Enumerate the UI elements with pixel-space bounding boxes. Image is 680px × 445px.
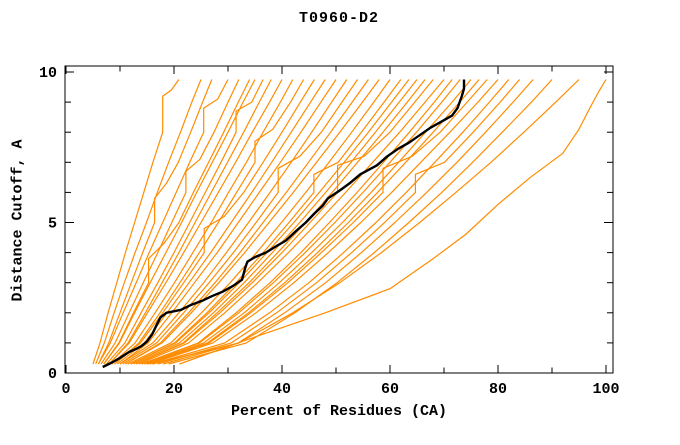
model-line (92, 79, 180, 365)
model-line (141, 79, 453, 365)
model-line (103, 79, 251, 365)
y-tick-label: 10 (39, 65, 57, 82)
model-line (144, 79, 472, 365)
model-line (97, 79, 229, 365)
model-line (103, 79, 256, 365)
model-line (116, 79, 326, 365)
model-line (106, 79, 264, 365)
chart-title: T0960-D2 (298, 10, 379, 27)
model-line (97, 79, 213, 365)
model-line (130, 79, 410, 365)
x-tick-label: 100 (592, 381, 619, 398)
model-line (114, 79, 305, 365)
x-tick-label: 20 (165, 381, 183, 398)
model-line (141, 79, 461, 365)
y-tick-label: 5 (48, 216, 57, 233)
model-line (163, 79, 534, 365)
model-line (130, 79, 402, 365)
model-line (152, 79, 580, 365)
model-line (149, 79, 499, 365)
x-axis-label: Percent of Residues (CA) (230, 403, 448, 420)
model-line (119, 79, 348, 365)
model-line (138, 79, 445, 365)
model-line (125, 79, 369, 365)
plot-border (64, 65, 614, 374)
x-tick-label: 60 (381, 381, 399, 398)
x-tick-label: 0 (61, 381, 70, 398)
model-line (108, 79, 283, 365)
model-line (95, 79, 202, 365)
model-line (146, 79, 488, 365)
model-line (146, 79, 480, 365)
x-tick-label: 40 (273, 381, 291, 398)
model-line (133, 79, 418, 365)
x-tick-label: 80 (489, 381, 507, 398)
model-line (111, 79, 294, 365)
model-line (122, 79, 359, 365)
y-axis-label: Distance Cutoff, A (9, 139, 27, 302)
y-tick-label: 0 (48, 366, 57, 383)
highlight-line (102, 79, 466, 369)
model-line (119, 79, 337, 365)
model-line (157, 79, 521, 365)
model-line (100, 79, 240, 365)
model-line (135, 79, 434, 365)
model-line (179, 79, 607, 365)
model-line (108, 79, 272, 365)
model-line (152, 79, 510, 365)
model-line (127, 79, 391, 365)
model-line (125, 79, 380, 365)
model-line (168, 79, 553, 365)
